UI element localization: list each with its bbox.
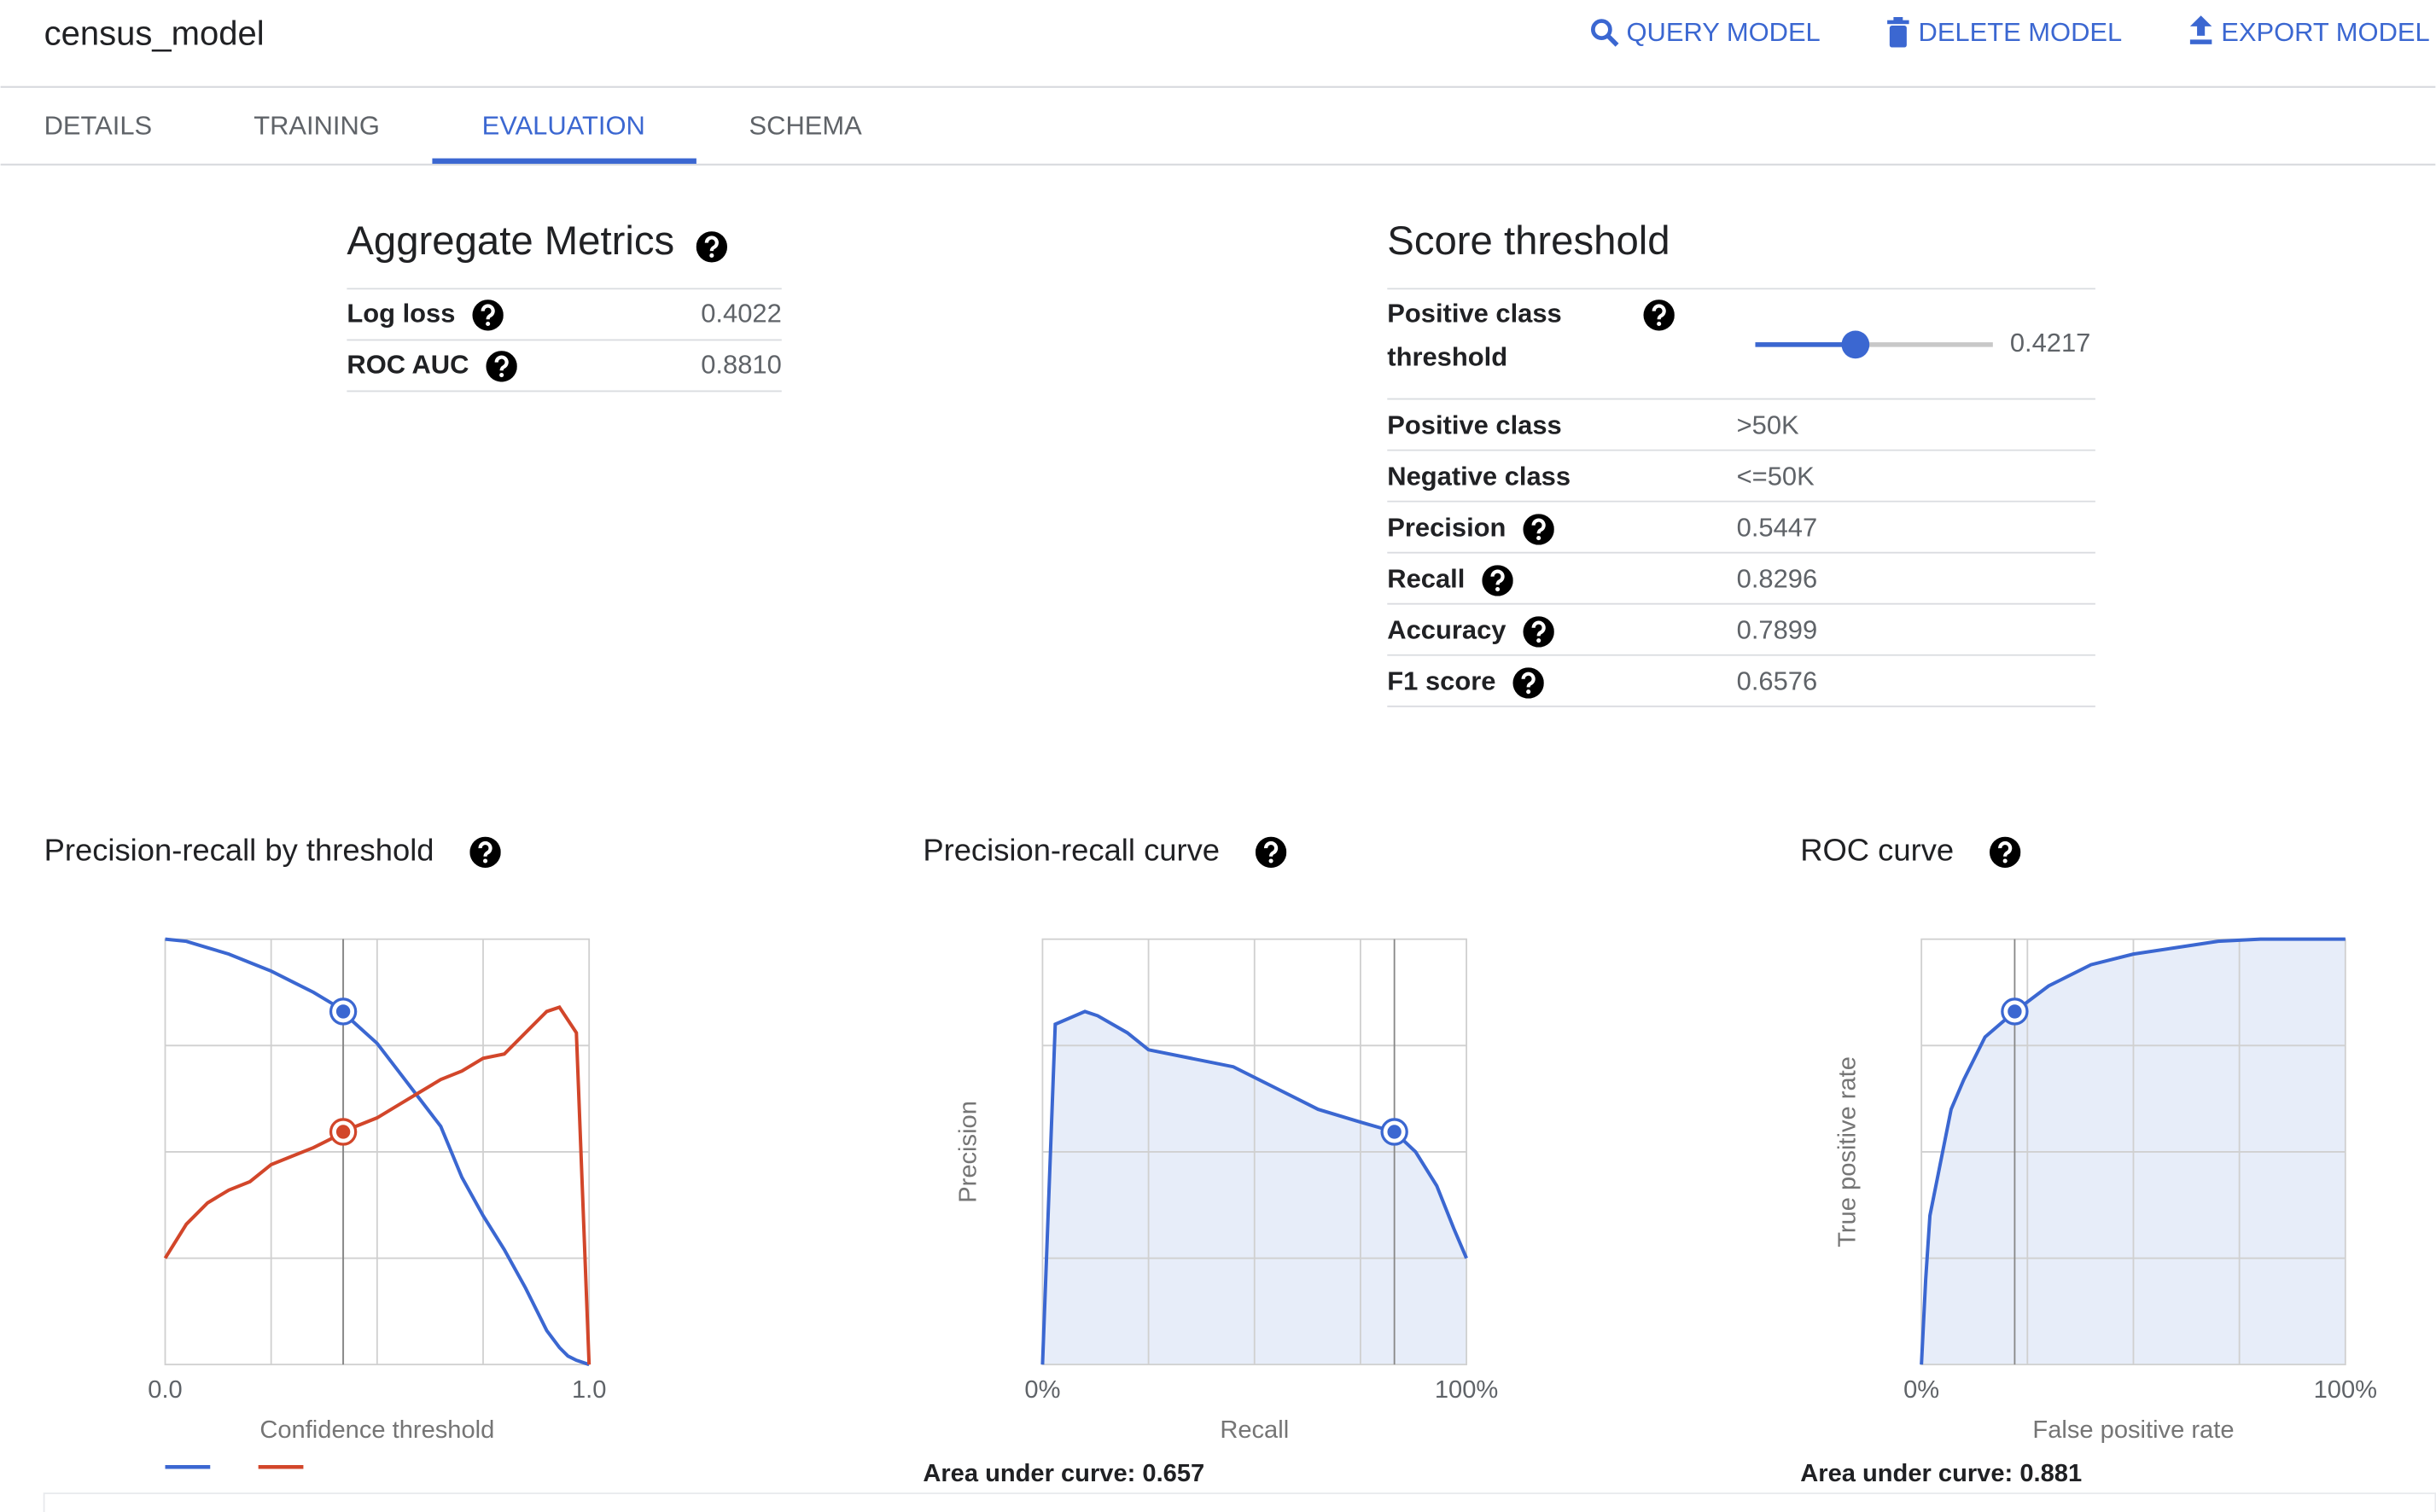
metric-label: Positive class [1387,410,1561,439]
help-icon[interactable] [1643,299,1674,330]
tab-indicator [432,158,696,164]
plot-frame [164,938,591,1366]
action-button[interactable]: QUERY MODEL [1626,17,1820,47]
help-icon[interactable] [469,837,500,868]
chart-title: Precision-recall curve [923,832,1220,867]
x-tick-label: 0% [1024,1376,1060,1404]
metric-value: >50K [1737,410,1799,439]
threshold-label: threshold [1387,341,1507,371]
y-axis-label: Precision [955,1101,982,1203]
chart-title: ROC curve [1800,832,1954,867]
auc-label: Area under curve: 0.657 [923,1460,1204,1487]
section-title: Aggregate Metrics [347,218,674,264]
help-icon[interactable] [1523,616,1553,647]
threshold-value: 0.4217 [2010,328,2091,358]
metric-label: Recall [1387,564,1465,594]
metric-value: 0.6576 [1737,666,1818,696]
help-icon[interactable] [1523,514,1553,544]
threshold-marker-dot [335,1004,351,1019]
metric-label: Log loss [347,298,455,328]
x-tick-label: 100% [1435,1376,1498,1404]
metric-label: Precision [1387,513,1506,543]
x-axis-label: Confidence threshold [259,1416,494,1444]
bottom-card [43,1492,2436,1512]
y-axis-label: True positive rate [1833,1056,1861,1247]
x-axis-label: False positive rate [2032,1416,2234,1444]
tab[interactable]: SCHEMA [749,110,863,140]
threshold-label: Positive class [1387,298,1561,328]
threshold-marker-dot [335,1125,351,1139]
action-button[interactable]: DELETE MODEL [1919,17,2123,47]
metric-label: Negative class [1387,462,1571,491]
tab[interactable]: EVALUATION [482,110,645,140]
help-icon[interactable] [696,231,727,262]
metric-value: 0.7899 [1737,615,1818,645]
metric-label: Accuracy [1387,615,1506,645]
model-title: census_model [44,15,265,52]
curve-line [1040,1009,1468,1365]
action-button[interactable]: EXPORT MODEL [2221,17,2429,47]
plot-frame [1920,938,2346,1366]
auc-label: Area under curve: 0.881 [1800,1460,2082,1487]
help-icon[interactable] [472,299,503,330]
section-title: Score threshold [1387,218,1670,264]
metric-label: ROC AUC [347,350,469,380]
metric-value: <=50K [1737,462,1815,491]
metric-label: F1 score [1387,666,1495,696]
help-icon[interactable] [1990,837,2020,868]
metric-value: 0.4022 [701,298,782,328]
x-tick-label: 0% [1903,1376,1939,1404]
curve-line [163,1005,592,1365]
tab[interactable]: TRAINING [254,110,380,140]
threshold-marker-dot [2008,1004,2022,1019]
curve-line [165,937,590,1367]
chart-title: Precision-recall by threshold [44,832,434,867]
help-icon[interactable] [1512,667,1543,698]
x-axis-label: Recall [1220,1416,1289,1444]
metric-value: 0.5447 [1737,513,1818,543]
plot-frame [1041,938,1467,1366]
action-icons [1590,15,2212,48]
help-icon[interactable] [1256,837,1286,868]
help-icon[interactable] [486,351,516,381]
x-tick-label: 1.0 [572,1376,606,1404]
metric-value: 0.8296 [1737,564,1818,594]
tab[interactable]: DETAILS [44,110,153,140]
threshold-marker-dot [1387,1125,1402,1139]
x-tick-label: 100% [2314,1376,2377,1404]
metric-value: 0.8810 [701,350,782,380]
help-icon[interactable] [1482,565,1512,596]
x-tick-label: 0.0 [148,1376,182,1404]
slider-knob[interactable] [1841,330,1870,359]
